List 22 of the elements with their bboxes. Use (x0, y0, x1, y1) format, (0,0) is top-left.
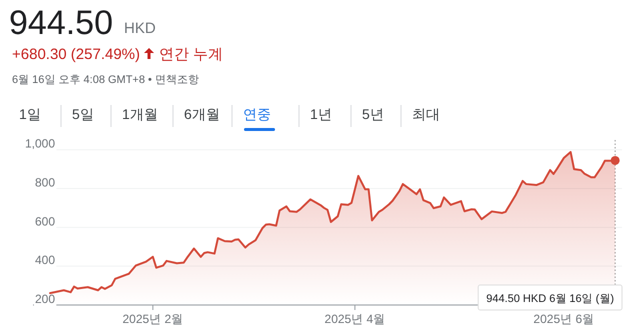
text: 6개월 (184, 106, 220, 122)
text: 연간 누계 (159, 46, 224, 63)
text: 1일 (19, 106, 41, 122)
text: 연중 (243, 106, 271, 122)
y-tick-label: 400 (34, 253, 56, 268)
y-tick-label: 600 (34, 214, 56, 228)
x-tick-label: 2025년 6월 (533, 312, 594, 326)
text: 1년 (310, 106, 332, 122)
text: 6월 16일 오후 4:08 GMT+8 • 면책조항 (12, 74, 199, 86)
text: +680.30 (257.49%) (12, 46, 140, 63)
x-tick-label: 2025년 4월 (324, 312, 386, 326)
text: 5일 (72, 106, 94, 122)
y-tick-label: 200 (34, 292, 56, 306)
text: 최대 (412, 106, 440, 122)
x-tick-label: 2025년 2월 (122, 312, 184, 326)
text: 1개월 (122, 106, 158, 122)
y-tick-label: 1,000 (24, 136, 56, 151)
chart-title: 944.50 (9, 4, 113, 42)
annotation: 944.50 HKD 6월 16일 (월) (486, 293, 614, 305)
y-tick-label: 800 (34, 176, 56, 190)
text: 5년 (362, 106, 384, 122)
text: HKD (124, 20, 156, 37)
